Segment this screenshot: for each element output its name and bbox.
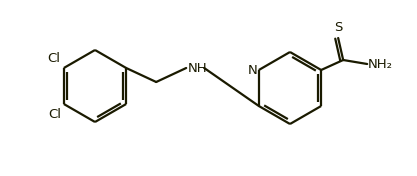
Text: S: S: [334, 21, 342, 34]
Text: Cl: Cl: [47, 52, 60, 65]
Text: N: N: [248, 64, 258, 77]
Text: NH₂: NH₂: [368, 58, 393, 71]
Text: NH: NH: [188, 61, 208, 74]
Text: Cl: Cl: [48, 108, 61, 121]
